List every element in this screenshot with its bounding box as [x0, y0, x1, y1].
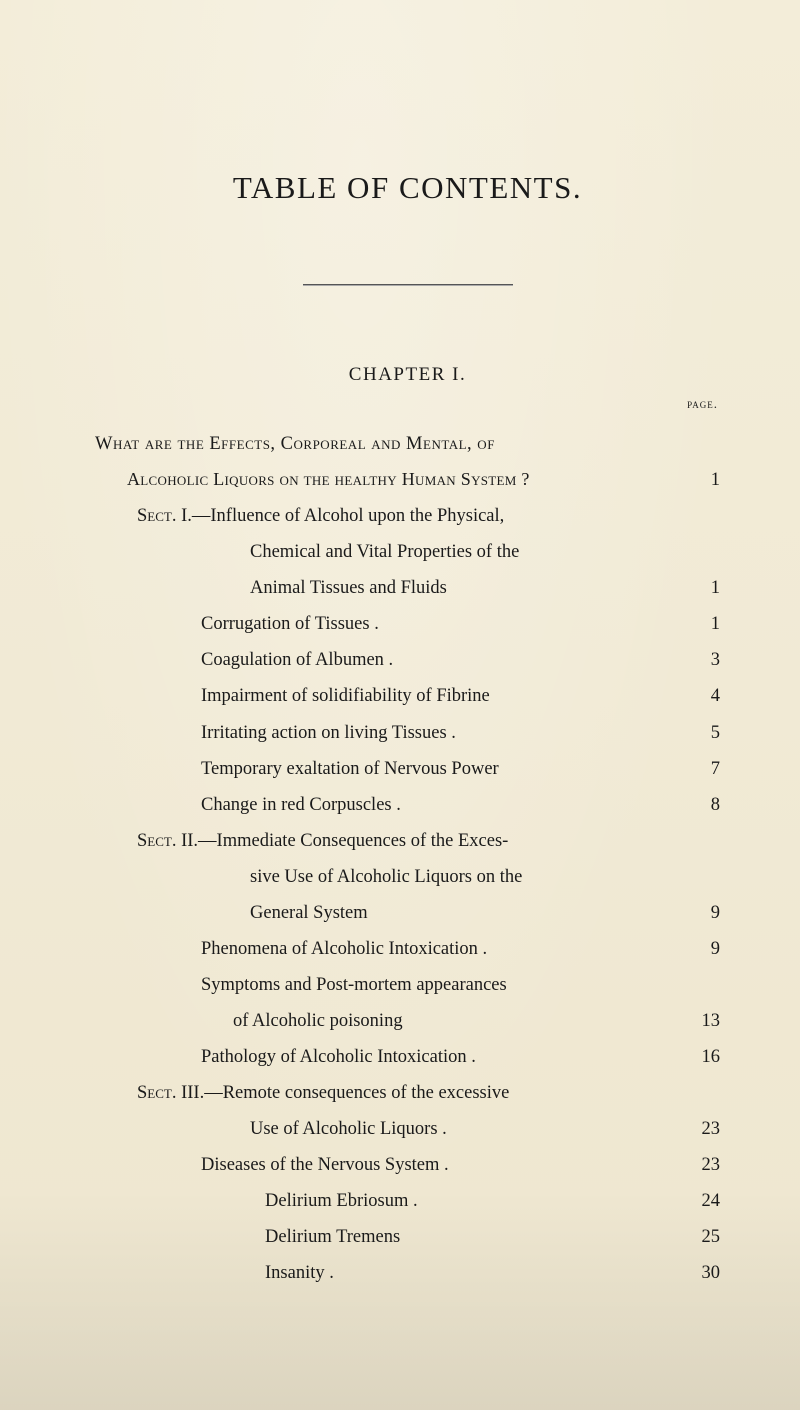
toc-page: 1	[680, 606, 720, 642]
toc-entry: Pathology of Alcoholic Intoxication . 16	[95, 1039, 720, 1075]
toc-text: Symptoms and Post-mortem appearances	[201, 967, 507, 1003]
toc-entry: Temporary exaltation of Nervous Power 7	[95, 751, 720, 787]
toc-entry: Coagulation of Albumen . 3	[95, 642, 720, 678]
toc-text: —Influence of Alcohol upon the Physical,	[192, 506, 504, 526]
toc-entry: Impairment of solidifiability of Fibrine…	[95, 678, 720, 714]
toc-page: 1	[680, 570, 720, 606]
toc-page: 25	[680, 1219, 720, 1255]
toc-page: 9	[680, 895, 720, 931]
sect-label: Sect. II.	[137, 831, 198, 851]
toc-text: —Remote consequences of the excessive	[204, 1083, 509, 1103]
toc-text: Use of Alcoholic Liquors .	[250, 1111, 447, 1147]
toc-text: of Alcoholic poisoning	[233, 1003, 403, 1039]
toc-text: Delirium Tremens	[265, 1219, 400, 1255]
toc-sect1-l3: Animal Tissues and Fluids 1	[95, 570, 720, 606]
toc-text: Pathology of Alcoholic Intoxication .	[201, 1039, 476, 1075]
toc-entry: Delirium Tremens 25	[95, 1219, 720, 1255]
toc-text: Impairment of solidifiability of Fibrine	[201, 678, 490, 714]
toc-text: sive Use of Alcoholic Liquors on the	[250, 859, 522, 895]
toc-text: Diseases of the Nervous System .	[201, 1147, 449, 1183]
toc-entry: Phenomena of Alcoholic Intoxication . 9	[95, 931, 720, 967]
toc-entry: Change in red Corpuscles . 8	[95, 787, 720, 823]
toc-text: —Immediate Consequences of the Exces-	[198, 831, 508, 851]
toc-page: 8	[680, 787, 720, 823]
toc-entry: Irritating action on living Tissues . 5	[95, 715, 720, 751]
toc-question-line2: Alcoholic Liquors on the healthy Human S…	[95, 462, 720, 498]
toc-sect3-l2: Use of Alcoholic Liquors . 23	[95, 1111, 720, 1147]
toc-text: Delirium Ebriosum .	[265, 1183, 418, 1219]
toc-sect1-l1: Sect. I.—Influence of Alcohol upon the P…	[95, 498, 720, 534]
toc-page: 5	[680, 715, 720, 751]
chapter-heading: CHAPTER I.	[95, 364, 720, 386]
toc-text: Insanity .	[265, 1255, 334, 1291]
toc-question-line1: What are the Effects, Corporeal and Ment…	[95, 426, 720, 462]
toc-text: Corrugation of Tissues .	[201, 606, 379, 642]
toc-entry: Corrugation of Tissues . 1	[95, 606, 720, 642]
toc-text: Change in red Corpuscles .	[201, 787, 401, 823]
toc-sect2-wrap2: of Alcoholic poisoning 13	[95, 1003, 720, 1039]
toc-sect2-l2: sive Use of Alcoholic Liquors on the	[95, 859, 720, 895]
toc-page: 24	[680, 1183, 720, 1219]
toc-page: 30	[680, 1255, 720, 1291]
toc-page: 7	[680, 751, 720, 787]
table-of-contents: What are the Effects, Corporeal and Ment…	[95, 426, 720, 1292]
toc-text: Temporary exaltation of Nervous Power	[201, 751, 499, 787]
toc-page: 16	[680, 1039, 720, 1075]
toc-text: Irritating action on living Tissues .	[201, 715, 456, 751]
toc-sect2-wrap1: Symptoms and Post-mortem appearances	[95, 967, 720, 1003]
toc-page: 1	[680, 462, 720, 498]
toc-text: Alcoholic Liquors on the healthy Human S…	[127, 462, 530, 497]
sect-label: Sect. I.	[137, 506, 192, 526]
page-column-label: page.	[95, 396, 718, 412]
toc-sect2-l3: General System 9	[95, 895, 720, 931]
toc-page: 3	[680, 642, 720, 678]
toc-entry: Diseases of the Nervous System . 23	[95, 1147, 720, 1183]
toc-page: 13	[680, 1003, 720, 1039]
toc-page: 4	[680, 678, 720, 714]
toc-sect3-l1: Sect. III.—Remote consequences of the ex…	[95, 1075, 720, 1111]
rule	[95, 284, 720, 286]
toc-sect1-l2: Chemical and Vital Properties of the	[95, 534, 720, 570]
toc-text: General System	[250, 895, 368, 931]
toc-text: Chemical and Vital Properties of the	[250, 534, 519, 570]
toc-text: Animal Tissues and Fluids	[250, 570, 447, 606]
toc-page: 9	[680, 931, 720, 967]
toc-page: 23	[680, 1147, 720, 1183]
toc-entry: Delirium Ebriosum . 24	[95, 1183, 720, 1219]
page-content: TABLE OF CONTENTS. CHAPTER I. page. What…	[95, 170, 720, 1320]
toc-text: Phenomena of Alcoholic Intoxication .	[201, 931, 487, 967]
sect-label: Sect. III.	[137, 1083, 204, 1103]
toc-text: What are the Effects, Corporeal and Ment…	[95, 426, 495, 462]
toc-entry: Insanity . 30	[95, 1255, 720, 1291]
toc-text: Coagulation of Albumen .	[201, 642, 393, 678]
toc-page: 23	[680, 1111, 720, 1147]
book-title: TABLE OF CONTENTS.	[95, 170, 720, 206]
toc-sect2-l1: Sect. II.—Immediate Consequences of the …	[95, 823, 720, 859]
